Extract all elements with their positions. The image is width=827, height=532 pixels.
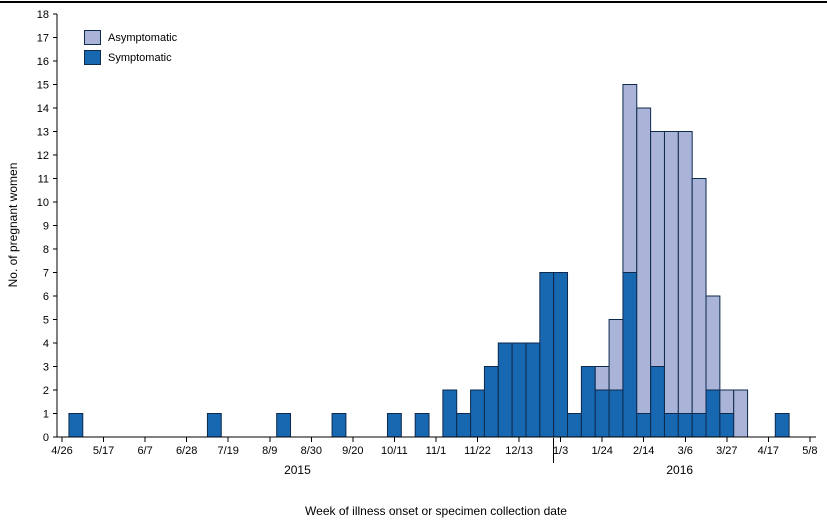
bar-asymptomatic-4/3 <box>733 389 749 438</box>
bar-symptomatic-3/20 <box>705 389 721 438</box>
bar-asymptomatic-2/14 <box>636 107 652 414</box>
bar-symptomatic-1/24 <box>594 389 610 438</box>
x-tick-label: 2/14 <box>633 445 654 457</box>
x-tick-label: 6/7 <box>137 445 152 457</box>
y-tick-label: 5 <box>43 315 49 327</box>
bar-asymptomatic-3/20 <box>705 295 721 391</box>
x-tick-label: 3/27 <box>716 445 737 457</box>
y-tick-label: 1 <box>43 409 49 421</box>
bar-asymptomatic-3/27 <box>719 389 735 414</box>
y-tick-label: 16 <box>37 56 49 68</box>
bar-symptomatic-5/3 <box>68 413 84 438</box>
year-label-2015: 2015 <box>284 463 311 477</box>
x-tick-label: 1/24 <box>591 445 612 457</box>
y-tick-label: 0 <box>43 432 49 444</box>
x-axis-title: Week of illness onset or specimen collec… <box>305 504 567 518</box>
y-axis-title: No. of pregnant women <box>6 162 20 288</box>
bar-symptomatic-8/16 <box>276 413 292 438</box>
bar-symptomatic-1/10 <box>567 413 582 438</box>
bar-asymptomatic-3/13 <box>691 178 707 414</box>
y-tick-label: 6 <box>43 291 49 303</box>
bar-symptomatic-7/12 <box>206 413 222 438</box>
x-tick-label: 3/6 <box>678 445 693 457</box>
bar-symptomatic-4/24 <box>774 413 790 438</box>
y-tick-label: 2 <box>43 385 49 397</box>
bar-symptomatic-11/22 <box>470 389 485 438</box>
bar-asymptomatic-3/6 <box>677 131 693 414</box>
bar-symptomatic-2/7 <box>622 272 638 438</box>
bar-asymptomatic-2/28 <box>663 131 679 414</box>
bar-symptomatic-12/20 <box>525 342 541 438</box>
legend-swatch-asymptomatic <box>84 30 101 45</box>
x-tick-label: 11/1 <box>426 445 447 457</box>
bar-symptomatic-3/13 <box>691 413 707 438</box>
y-tick-label: 15 <box>37 80 49 92</box>
bar-symptomatic-1/3 <box>553 272 569 438</box>
bar-symptomatic-9/13 <box>331 413 347 438</box>
bar-symptomatic-12/27 <box>539 272 555 438</box>
year-label-2016: 2016 <box>666 463 694 477</box>
y-tick-label: 11 <box>38 174 49 186</box>
bar-asymptomatic-1/31 <box>608 319 624 391</box>
y-tick-label: 18 <box>37 9 49 21</box>
bar-symptomatic-3/6 <box>677 413 693 438</box>
legend-item-asymptomatic: Asymptomatic <box>84 30 177 45</box>
y-tick-label: 13 <box>37 127 49 139</box>
bar-symptomatic-2/21 <box>650 366 665 438</box>
legend: Asymptomatic Symptomatic <box>84 30 177 70</box>
bar-symptomatic-11/29 <box>483 366 499 438</box>
bar-symptomatic-2/14 <box>636 413 652 438</box>
y-tick-label: 9 <box>43 221 49 233</box>
x-tick-label: 7/19 <box>217 445 238 457</box>
x-tick-label: 8/30 <box>301 445 322 457</box>
x-tick-label: 9/20 <box>342 445 363 457</box>
x-tick-label: 5/8 <box>802 445 817 457</box>
legend-label-asymptomatic: Asymptomatic <box>108 31 178 44</box>
bar-symptomatic-12/13 <box>511 342 527 438</box>
bar-asymptomatic-1/24 <box>594 366 610 391</box>
bar-symptomatic-1/31 <box>608 389 624 438</box>
legend-swatch-symptomatic <box>84 50 101 65</box>
y-tick-label: 10 <box>37 197 49 209</box>
x-tick-label: 4/26 <box>51 445 72 457</box>
x-tick-label: 8/9 <box>262 445 277 457</box>
y-tick-label: 17 <box>37 33 49 45</box>
bar-symptomatic-10/11 <box>386 413 402 438</box>
bar-symptomatic-11/8 <box>442 389 458 438</box>
bar-asymptomatic-2/21 <box>650 131 665 367</box>
bar-symptomatic-12/6 <box>497 342 513 438</box>
y-tick-label: 4 <box>43 338 49 350</box>
x-tick-label: 1/3 <box>553 445 568 457</box>
legend-item-symptomatic: Symptomatic <box>84 50 177 65</box>
bar-symptomatic-10/25 <box>414 413 430 438</box>
x-tick-label: 6/28 <box>176 445 197 457</box>
bar-symptomatic-3/27 <box>719 413 735 438</box>
y-tick-label: 3 <box>43 362 49 374</box>
x-tick-label: 11/22 <box>464 445 491 457</box>
y-tick-label: 7 <box>43 268 49 280</box>
x-tick-label: 5/17 <box>93 445 114 457</box>
x-tick-label: 4/17 <box>758 445 779 457</box>
y-tick-label: 8 <box>43 244 49 256</box>
x-tick-label: 12/13 <box>505 445 533 457</box>
legend-label-symptomatic: Symptomatic <box>108 51 172 64</box>
bar-symptomatic-2/28 <box>663 413 679 438</box>
x-tick-label: 10/11 <box>381 445 408 457</box>
bar-symptomatic-1/17 <box>580 366 596 438</box>
bar-symptomatic-11/15 <box>456 413 472 438</box>
y-tick-label: 14 <box>37 103 49 115</box>
bar-asymptomatic-2/7 <box>622 84 638 273</box>
top-rule <box>0 1 827 3</box>
y-tick-label: 12 <box>37 150 49 162</box>
